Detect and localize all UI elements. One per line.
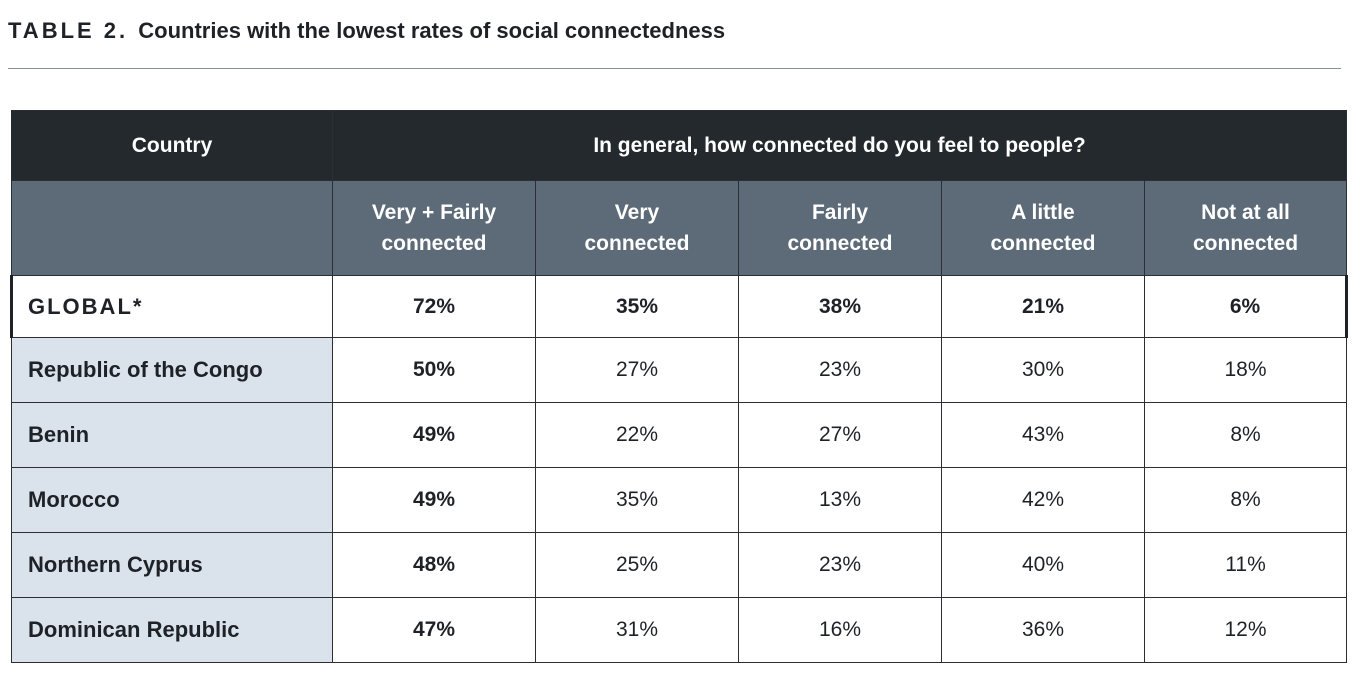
value-cell: 50% [332,337,536,403]
value-cell: 36% [941,597,1145,663]
country-cell: Northern Cyprus [11,532,333,598]
value-cell: 38% [738,275,942,338]
value-cell: 31% [535,597,739,663]
value-cell: 30% [941,337,1145,403]
value-cell: 13% [738,467,942,533]
table-title: TABLE 2. Countries with the lowest rates… [8,18,725,44]
header-question: In general, how connected do you feel to… [331,110,1348,181]
value-cell: 18% [1143,337,1348,403]
value-cell: 27% [535,337,739,403]
value-cell: 23% [738,532,942,598]
country-cell: Dominican Republic [11,597,333,663]
value-cell: 49% [332,402,536,468]
table-row: Northern Cyprus 48% 25% 23% 40% 11% [11,532,1348,598]
value-cell: 49% [332,467,536,533]
value-cell: 42% [941,467,1145,533]
table-row: Benin 49% 22% 27% 43% 8% [11,402,1348,468]
table-title-text: Countries with the lowest rates of socia… [138,18,726,43]
value-cell: 25% [535,532,739,598]
table-label: TABLE 2. [8,18,129,43]
value-cell: 27% [738,402,942,468]
header-row-sub: Very + Fairly connected Very connected Fai… [11,180,1348,276]
value-cell: 22% [535,402,739,468]
header-very-fairly-connected: Very + Fairly connected [332,180,536,276]
country-cell: Benin [11,402,333,468]
title-divider [8,68,1341,69]
value-cell: 43% [941,402,1145,468]
value-cell: 21% [941,275,1145,338]
country-cell: GLOBAL* [10,275,333,338]
country-cell: Morocco [11,467,333,533]
header-fairly-connected: Fairly connected [738,180,942,276]
table-row: Republic of the Congo 50% 27% 23% 30% 18… [11,337,1348,403]
value-cell: 8% [1143,467,1348,533]
table-row-global: GLOBAL* 72% 35% 38% 21% 6% [10,275,1349,338]
value-cell: 40% [941,532,1145,598]
header-not-at-all-connected: Not at all connected [1143,180,1348,276]
value-cell: 23% [738,337,942,403]
header-very-connected: Very connected [535,180,739,276]
value-cell: 12% [1143,597,1348,663]
connectedness-table: Country In general, how connected do you… [10,110,1349,663]
header-country-blank [11,180,333,276]
table-row: Morocco 49% 35% 13% 42% 8% [11,467,1348,533]
table-row: Dominican Republic 47% 31% 16% 36% 12% [11,597,1348,663]
header-country: Country [11,110,333,181]
value-cell: 47% [332,597,536,663]
header-row-top: Country In general, how connected do you… [11,110,1348,181]
value-cell: 11% [1143,532,1348,598]
value-cell: 72% [332,275,536,338]
value-cell: 35% [535,275,739,338]
value-cell: 6% [1143,275,1349,338]
value-cell: 8% [1143,402,1348,468]
country-cell: Republic of the Congo [11,337,333,403]
header-a-little-connected: A little connected [941,180,1145,276]
value-cell: 48% [332,532,536,598]
value-cell: 16% [738,597,942,663]
value-cell: 35% [535,467,739,533]
